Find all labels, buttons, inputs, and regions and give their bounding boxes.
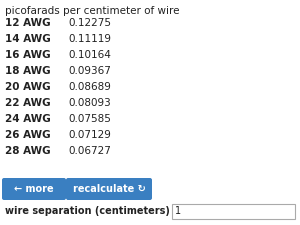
- Text: picofarads per centimeter of wire: picofarads per centimeter of wire: [5, 6, 179, 16]
- Text: wire separation (centimeters): wire separation (centimeters): [5, 206, 170, 216]
- Text: 0.10164: 0.10164: [68, 50, 111, 60]
- Text: recalculate ↻: recalculate ↻: [73, 184, 146, 194]
- Text: ← more: ← more: [14, 184, 54, 194]
- Text: 18 AWG: 18 AWG: [5, 66, 51, 76]
- Text: 24 AWG: 24 AWG: [5, 114, 51, 124]
- Text: 22 AWG: 22 AWG: [5, 98, 51, 108]
- Text: 0.07585: 0.07585: [68, 114, 111, 124]
- Text: 0.09367: 0.09367: [68, 66, 111, 76]
- Text: 26 AWG: 26 AWG: [5, 130, 51, 140]
- Text: 0.07129: 0.07129: [68, 130, 111, 140]
- FancyBboxPatch shape: [172, 203, 295, 218]
- Text: 0.11119: 0.11119: [68, 34, 111, 44]
- FancyBboxPatch shape: [66, 178, 152, 200]
- Text: 1: 1: [175, 206, 181, 216]
- Text: 0.12275: 0.12275: [68, 18, 111, 28]
- Text: 0.06727: 0.06727: [68, 146, 111, 156]
- FancyBboxPatch shape: [2, 178, 66, 200]
- Text: 16 AWG: 16 AWG: [5, 50, 51, 60]
- Text: 14 AWG: 14 AWG: [5, 34, 51, 44]
- Text: 12 AWG: 12 AWG: [5, 18, 51, 28]
- Text: 0.08689: 0.08689: [68, 82, 111, 92]
- Text: 20 AWG: 20 AWG: [5, 82, 51, 92]
- Text: 28 AWG: 28 AWG: [5, 146, 51, 156]
- Text: 0.08093: 0.08093: [68, 98, 111, 108]
